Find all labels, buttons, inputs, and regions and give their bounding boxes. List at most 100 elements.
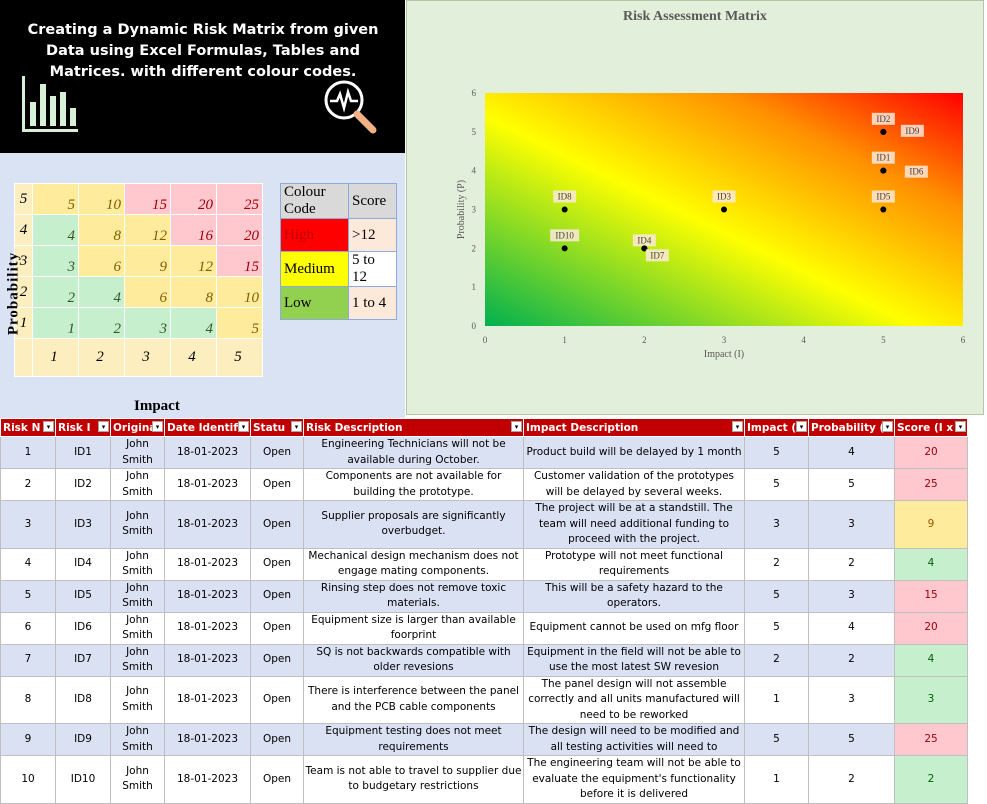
- matrix-cell[interactable]: 5: [32, 183, 79, 215]
- matrix-cell[interactable]: 12: [124, 214, 171, 246]
- cell-score[interactable]: 25: [894, 723, 968, 756]
- cell-impact[interactable]: 5: [744, 579, 809, 613]
- cell-date[interactable]: 18-01-2023: [164, 611, 251, 645]
- cell-orig[interactable]: John Smith: [110, 547, 165, 581]
- cell-score[interactable]: 15: [894, 579, 968, 613]
- cell-orig[interactable]: John Smith: [110, 611, 165, 645]
- cell-impact[interactable]: 5: [744, 436, 809, 469]
- column-header[interactable]: Risk Description ▾: [303, 418, 524, 437]
- cell-score[interactable]: 20: [894, 436, 968, 469]
- matrix-cell[interactable]: 2: [78, 307, 125, 339]
- cell-status[interactable]: Open: [250, 500, 304, 549]
- column-header[interactable]: Impact (▾: [744, 418, 809, 437]
- cell-date[interactable]: 18-01-2023: [164, 723, 251, 756]
- column-header[interactable]: Date Identifi ▾: [164, 418, 251, 437]
- cell-orig[interactable]: John Smith: [110, 675, 165, 724]
- cell-date[interactable]: 18-01-2023: [164, 468, 251, 501]
- data-point[interactable]: [880, 167, 887, 174]
- filter-dropdown-icon[interactable]: ▾: [43, 421, 54, 432]
- cell-impact-desc[interactable]: The design will need to be modified and …: [523, 723, 745, 756]
- matrix-cell[interactable]: 25: [216, 183, 263, 215]
- cell-date[interactable]: 18-01-2023: [164, 643, 251, 677]
- cell-status[interactable]: Open: [250, 755, 304, 804]
- cell-prob[interactable]: 5: [808, 468, 895, 501]
- cell-no[interactable]: 3: [0, 500, 56, 549]
- cell-date[interactable]: 18-01-2023: [164, 675, 251, 724]
- cell-impact-desc[interactable]: Equipment in the field will not be able …: [523, 643, 745, 677]
- cell-no[interactable]: 2: [0, 468, 56, 501]
- matrix-cell[interactable]: 4: [78, 276, 125, 308]
- cell-impact-desc[interactable]: The panel design will not assemble corre…: [523, 675, 745, 724]
- filter-dropdown-icon[interactable]: ▾: [882, 421, 893, 432]
- cell-impact[interactable]: 5: [744, 723, 809, 756]
- cell-no[interactable]: 7: [0, 643, 56, 677]
- cell-status[interactable]: Open: [250, 547, 304, 581]
- cell-prob[interactable]: 5: [808, 723, 895, 756]
- cell-id[interactable]: ID5: [55, 579, 111, 613]
- cell-impact[interactable]: 5: [744, 468, 809, 501]
- matrix-cell[interactable]: 3: [124, 307, 171, 339]
- matrix-cell[interactable]: 2: [32, 276, 79, 308]
- matrix-cell[interactable]: 1: [32, 307, 79, 339]
- cell-orig[interactable]: John Smith: [110, 436, 165, 469]
- cell-date[interactable]: 18-01-2023: [164, 579, 251, 613]
- cell-orig[interactable]: John Smith: [110, 755, 165, 804]
- data-point[interactable]: [561, 206, 568, 213]
- cell-impact[interactable]: 3: [744, 500, 809, 549]
- cell-prob[interactable]: 3: [808, 579, 895, 613]
- cell-risk[interactable]: Engineering Technicians will not be avai…: [303, 436, 524, 469]
- cell-impact[interactable]: 1: [744, 755, 809, 804]
- cell-no[interactable]: 8: [0, 675, 56, 724]
- cell-status[interactable]: Open: [250, 675, 304, 724]
- cell-no[interactable]: 5: [0, 579, 56, 613]
- cell-prob[interactable]: 4: [808, 611, 895, 645]
- cell-status[interactable]: Open: [250, 436, 304, 469]
- data-point[interactable]: [721, 206, 727, 213]
- cell-status[interactable]: Open: [250, 723, 304, 756]
- cell-impact-desc[interactable]: Product build will be delayed by 1 month: [523, 436, 745, 469]
- cell-id[interactable]: ID9: [55, 723, 111, 756]
- cell-id[interactable]: ID2: [55, 468, 111, 501]
- cell-impact-desc[interactable]: The project will be at a standstill. The…: [523, 500, 745, 549]
- cell-status[interactable]: Open: [250, 643, 304, 677]
- cell-prob[interactable]: 2: [808, 643, 895, 677]
- matrix-cell[interactable]: 12: [170, 245, 217, 277]
- cell-risk[interactable]: Rinsing step does not remove toxic mater…: [303, 579, 524, 613]
- cell-risk[interactable]: Equipment size is larger than available …: [303, 611, 524, 645]
- cell-id[interactable]: ID4: [55, 547, 111, 581]
- cell-score[interactable]: 9: [894, 500, 968, 549]
- risk-scatter-chart[interactable]: 0 1 2 3 4 5 6 0 1 2 3 4 5 6 Impact (I) Probability (P) I…: [406, 0, 984, 415]
- cell-score[interactable]: 4: [894, 643, 968, 677]
- cell-no[interactable]: 9: [0, 723, 56, 756]
- cell-score[interactable]: 2: [894, 755, 968, 804]
- column-header[interactable]: Risk N ▾: [0, 418, 56, 437]
- cell-risk[interactable]: SQ is not backwards compatible with olde…: [303, 643, 524, 677]
- cell-orig[interactable]: John Smith: [110, 643, 165, 677]
- cell-risk[interactable]: Team is not able to travel to supplier d…: [303, 755, 524, 804]
- cell-prob[interactable]: 3: [808, 675, 895, 724]
- matrix-cell[interactable]: 6: [78, 245, 125, 277]
- cell-no[interactable]: 4: [0, 547, 56, 581]
- cell-prob[interactable]: 2: [808, 755, 895, 804]
- matrix-cell[interactable]: 10: [216, 276, 263, 308]
- cell-impact-desc[interactable]: This will be a safety hazard to the oper…: [523, 579, 745, 613]
- cell-orig[interactable]: John Smith: [110, 468, 165, 501]
- cell-score[interactable]: 3: [894, 675, 968, 724]
- cell-impact-desc[interactable]: Customer validation of the prototypes wi…: [523, 468, 745, 501]
- filter-dropdown-icon[interactable]: ▾: [732, 421, 743, 432]
- data-point[interactable]: [880, 206, 887, 213]
- filter-dropdown-icon[interactable]: ▾: [98, 421, 109, 432]
- cell-status[interactable]: Open: [250, 611, 304, 645]
- cell-score[interactable]: 20: [894, 611, 968, 645]
- matrix-cell[interactable]: 15: [124, 183, 171, 215]
- matrix-cell[interactable]: 4: [32, 214, 79, 246]
- cell-id[interactable]: ID3: [55, 500, 111, 549]
- filter-dropdown-icon[interactable]: ▾: [152, 421, 163, 432]
- cell-id[interactable]: ID1: [55, 436, 111, 469]
- cell-risk[interactable]: Components are not available for buildin…: [303, 468, 524, 501]
- cell-status[interactable]: Open: [250, 468, 304, 501]
- cell-orig[interactable]: John Smith: [110, 500, 165, 549]
- cell-risk[interactable]: There is interference between the panel …: [303, 675, 524, 724]
- cell-date[interactable]: 18-01-2023: [164, 436, 251, 469]
- column-header[interactable]: Probability (I ▾: [808, 418, 895, 437]
